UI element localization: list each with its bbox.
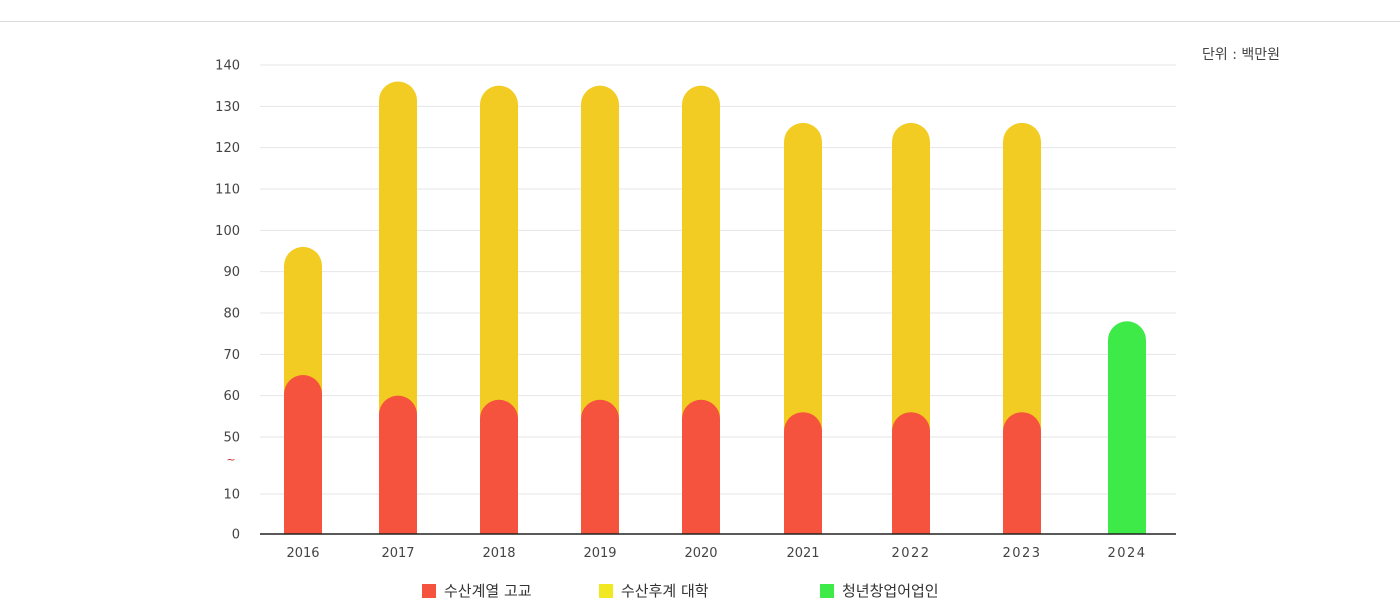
x-tick-label-2016: 2016 — [286, 546, 319, 561]
y-tick-label-70: 70 — [223, 348, 240, 363]
x-tick-label-2024: 2024 — [1107, 546, 1146, 561]
bar-2022-series-0 — [892, 412, 930, 534]
x-tick-label-2021: 2021 — [786, 546, 819, 561]
legend-swatch-university — [599, 583, 613, 598]
legend-label-youth-startup: 청년창업어업인 — [842, 582, 939, 600]
bar-2024-series-2 — [1108, 321, 1146, 534]
bar-2018-series-0 — [480, 399, 518, 534]
y-tick-label-0: 0 — [232, 528, 240, 543]
y-tick-label-10: 10 — [223, 488, 240, 503]
bar-2023-series-0 — [1003, 412, 1041, 534]
chart-legend: 수산계열 고교 수산후계 대학 청년창업어업인 — [0, 580, 1400, 602]
legend-swatch-high-school — [422, 583, 436, 598]
x-tick-label-2020: 2020 — [684, 546, 717, 561]
legend-item-university[interactable]: 수산후계 대학 — [599, 580, 709, 601]
legend-swatch-youth-startup — [820, 583, 834, 598]
y-tick-label-60: 60 — [223, 389, 240, 404]
x-tick-label-2022: 2022 — [891, 546, 930, 561]
bar-2016-series-0 — [284, 375, 322, 534]
y-tick-label-120: 120 — [215, 141, 240, 156]
x-tick-label-2023: 2023 — [1002, 546, 1041, 561]
y-tick-label-80: 80 — [223, 307, 240, 322]
x-tick-label-2019: 2019 — [583, 546, 616, 561]
x-tick-label-2018: 2018 — [482, 546, 515, 561]
top-divider — [0, 21, 1400, 22]
y-tick-label-100: 100 — [215, 224, 240, 239]
bar-2019-series-0 — [581, 399, 619, 534]
legend-label-university: 수산후계 대학 — [621, 582, 709, 600]
bar-2021-series-0 — [784, 412, 822, 534]
y-tick-label-140: 140 — [215, 59, 240, 74]
y-tick-label-110: 110 — [215, 183, 240, 198]
y-tick-label-130: 130 — [215, 100, 240, 115]
x-tick-label-2017: 2017 — [381, 546, 414, 561]
bar-2020-series-0 — [682, 399, 720, 534]
legend-item-youth-startup[interactable]: 청년창업어업인 — [820, 580, 939, 601]
bar-2017-series-0 — [379, 395, 417, 534]
legend-item-high-school[interactable]: 수산계열 고교 — [422, 580, 532, 601]
axis-break-marker: ~ — [226, 453, 235, 466]
legend-label-high-school: 수산계열 고교 — [444, 582, 532, 600]
y-tick-label-50: 50 — [223, 431, 240, 446]
unit-label: 단위 : 백만원 — [1202, 47, 1281, 63]
y-tick-label-90: 90 — [223, 265, 240, 280]
